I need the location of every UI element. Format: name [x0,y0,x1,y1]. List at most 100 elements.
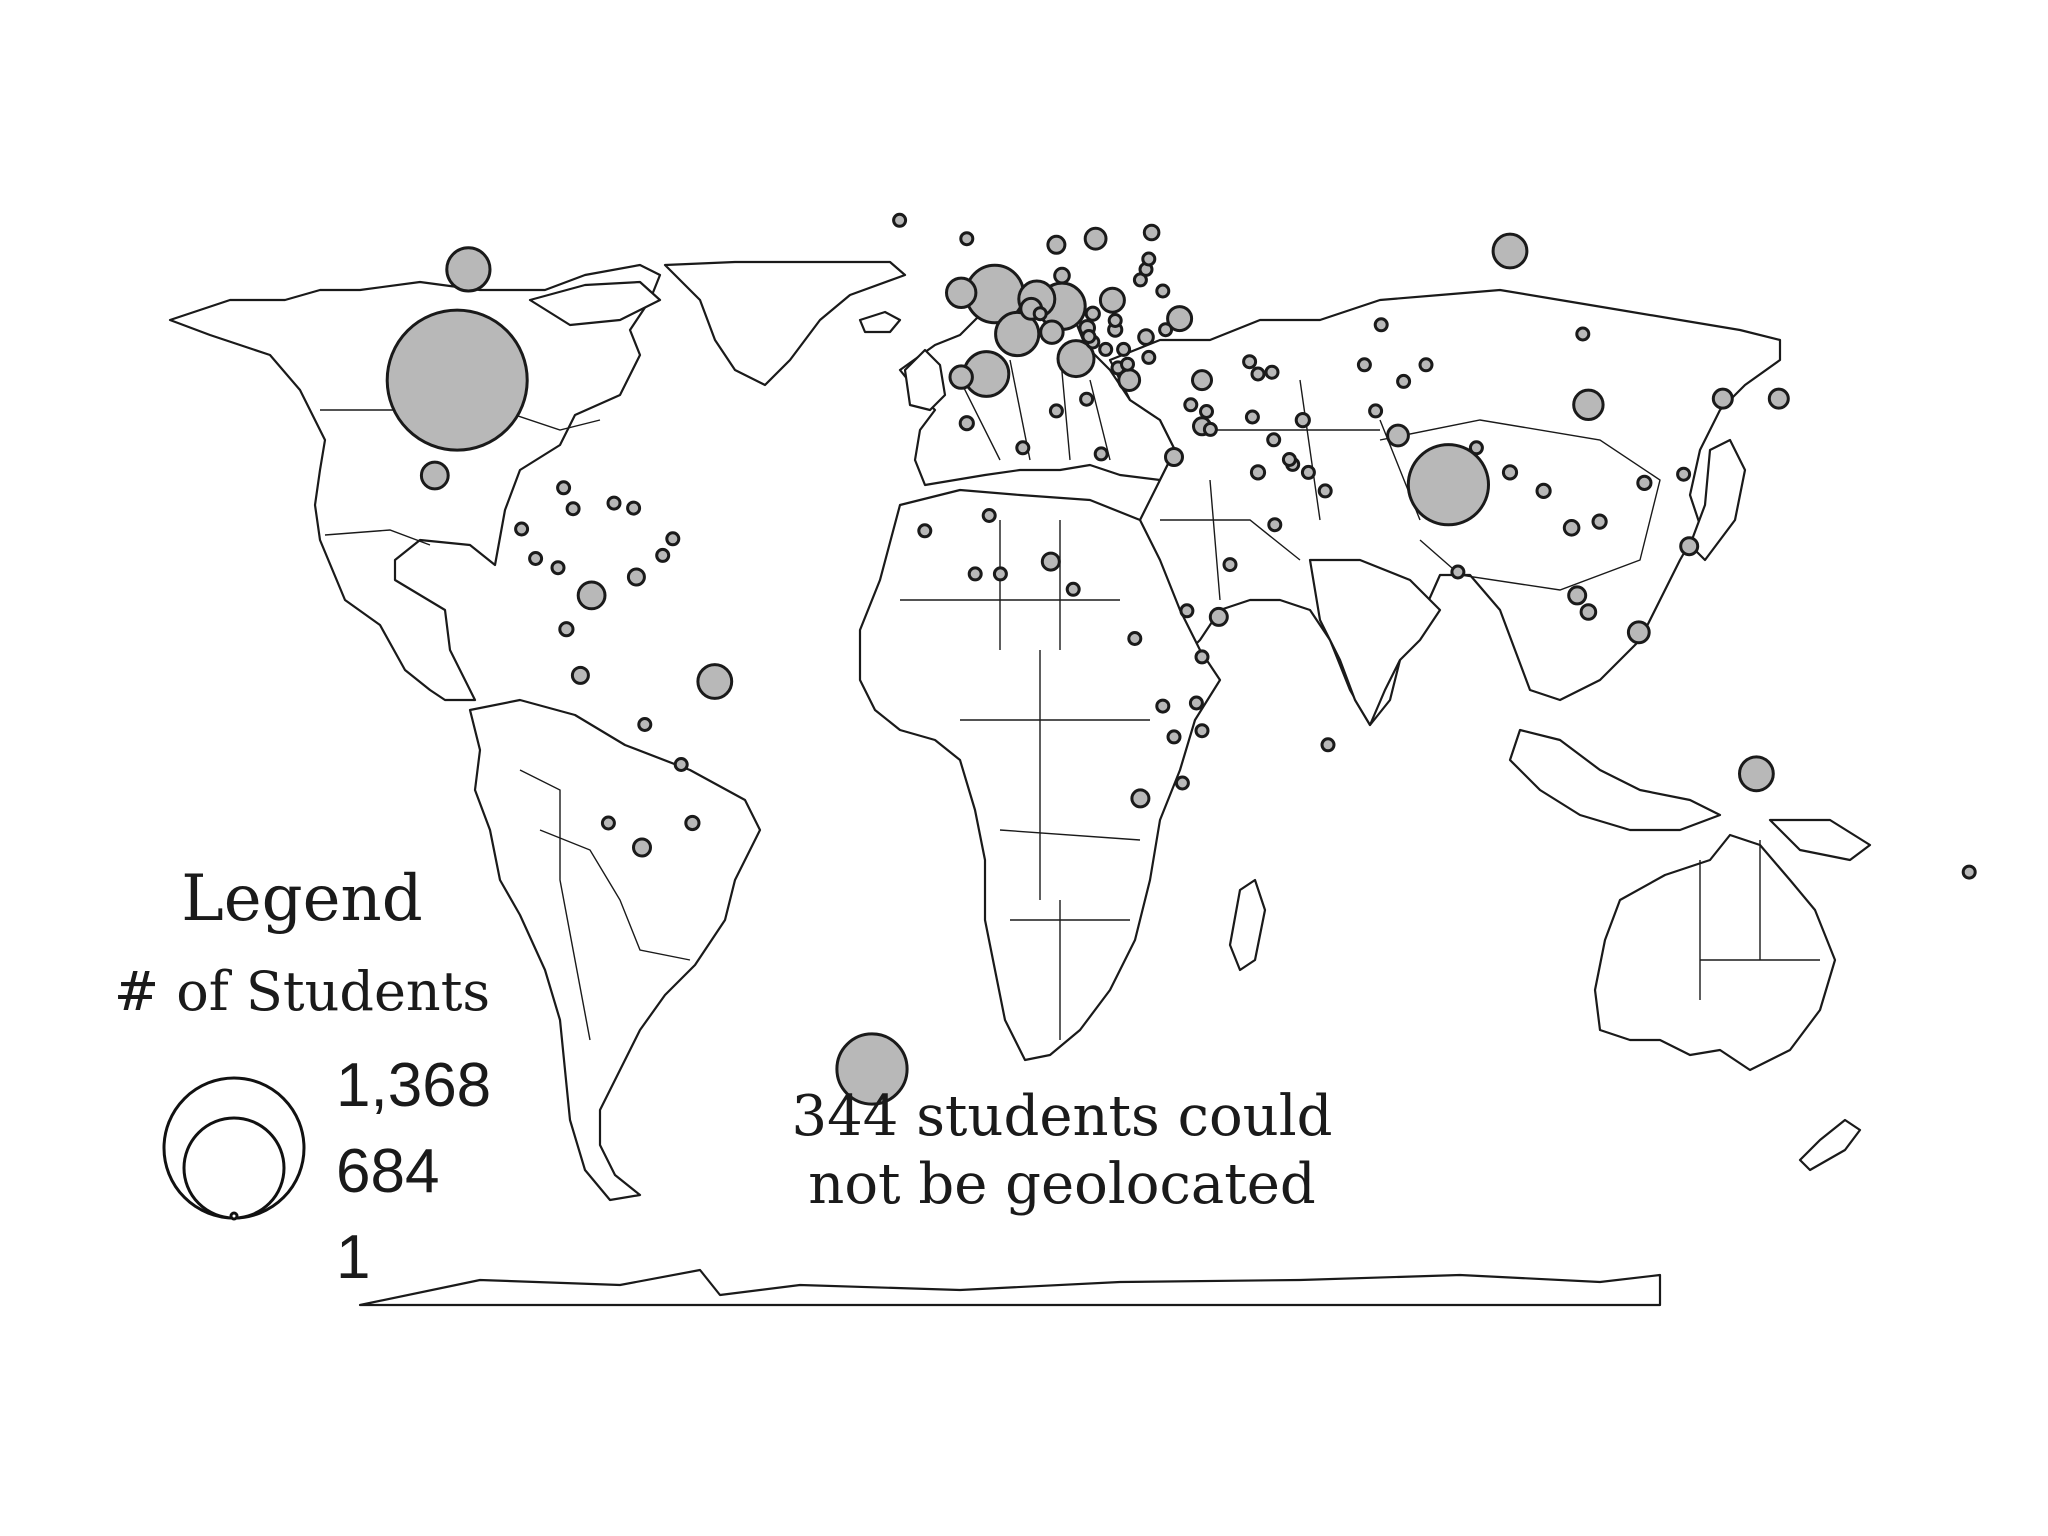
bubble-senegal [917,523,933,539]
bubble-russia [1491,232,1529,270]
indian-subcontinent [1308,558,1442,727]
bubble-ecuador [558,621,575,638]
bubble-norway [1046,234,1067,255]
bubble-china [1572,388,1605,421]
bubble-pakistan [1386,423,1410,448]
bubble-macedonia [1120,356,1135,372]
brazil-border [539,829,691,961]
legend-subtitle: # of Students [114,960,490,1023]
bubble-peru [570,665,590,685]
bubble-tajikistan [1396,373,1412,389]
bubble-uganda [1179,603,1195,619]
madagascar [1228,878,1267,972]
bubble-brazil [696,663,734,700]
bubble-bulgaria [1141,349,1157,365]
bubble-ireland [945,276,978,309]
japan [1688,438,1747,562]
unlocated-note: 344 students could not be geolocated [792,1032,1333,1217]
unlocated-students-bubble [835,1032,909,1106]
bubble-tunisia [1048,403,1064,419]
middle-east-borders [1160,479,1301,601]
bubble-denmark [1053,266,1071,285]
bubble-nepal [1468,440,1484,456]
bubble-georgia [1242,354,1258,370]
andes-borders [519,769,591,1041]
bubble-zambia [1155,698,1171,714]
british-isles [903,348,947,412]
bubble-bolivia [637,717,653,732]
australia-landmass [1593,833,1837,1072]
bubble-singapore [1579,603,1598,621]
bubble-jamaica [565,501,581,517]
bubble-faroe-islands [959,231,975,247]
bubble-libya [1093,446,1109,462]
bubble-italy [1056,339,1096,379]
bubble-malawi [1188,695,1204,711]
bubble-cuba [556,480,572,496]
bubble-iran [1294,412,1311,429]
antarctica-landmass [358,1268,1662,1307]
bubble-saudi-arabia [1249,464,1267,481]
bubble-ukraine [1166,305,1194,333]
bubble-uzbekistan [1356,357,1372,373]
bubble-cameroon [1065,581,1081,597]
legend-label-min: 1 [336,1223,370,1292]
bubble-azerbaijan [1264,364,1280,380]
bubble-malta [1079,391,1095,407]
bubble-honduras [514,521,530,537]
bubble-zimbabwe [1166,729,1182,745]
greenland-landmass [663,260,907,387]
australia-borders [1699,840,1820,1000]
bubble-thailand [1562,519,1581,537]
bubble-puerto-rico [626,500,642,516]
bubble-sweden [1083,226,1108,251]
bubble-mauritius [1320,737,1336,753]
bubble-chile [600,815,616,831]
bubble-colombia [576,580,607,611]
bubble-estonia [1141,251,1157,267]
bubble-mongolia [1575,326,1591,342]
bubble-myanmar [1535,482,1552,499]
bubble-kenya [1208,606,1229,627]
europe-borders [959,349,1111,461]
bubble-mozambique [1194,723,1210,739]
bubble-armenia [1250,366,1266,382]
bubble-iceland [892,212,908,228]
bubble-trinidad-and-tobago [655,547,671,563]
bubble-vietnam [1591,513,1608,530]
bubble-czech-republic [1084,305,1101,322]
new-guinea [1768,818,1872,862]
bubble-lebanon [1199,404,1214,419]
bubble-belarus [1155,283,1171,299]
sahara-borders [900,520,1120,650]
bubble-south-africa [1130,788,1151,809]
student-bubbles [385,212,1977,880]
bubble-australia [1738,755,1775,793]
bubble-poland [1098,286,1126,314]
bubble-uruguay [684,814,701,832]
bubble-argentina [632,837,652,858]
bubble-finland [1142,223,1161,242]
bubble-afghanistan [1368,403,1384,419]
bubble-slovenia [1081,329,1097,344]
canadian-arctic-islands [528,280,662,327]
southern-africa-borders [1010,900,1130,1040]
bubble-iraq [1244,409,1260,425]
bubble-algeria [1015,440,1031,456]
legend-circle-min [229,1211,239,1221]
bubble-c-te-d-ivoire [967,566,983,582]
bubble-malaysia [1567,585,1588,606]
legend: Legend # of Students 1,368 684 1 [114,862,491,1292]
legend-label-max: 1,368 [336,1051,491,1120]
bubble-united-states [385,308,529,452]
bubble-jordan [1202,421,1218,437]
bubble-cyprus [1183,397,1199,413]
bubble-nigeria [1040,551,1061,572]
new-zealand [1798,1118,1862,1172]
bubble-kuwait [1266,432,1282,448]
bubble-costa-rica [528,551,544,566]
bubble-mexico [419,460,450,491]
bubble-japan [1767,387,1790,410]
bubble-paraguay [673,757,689,772]
